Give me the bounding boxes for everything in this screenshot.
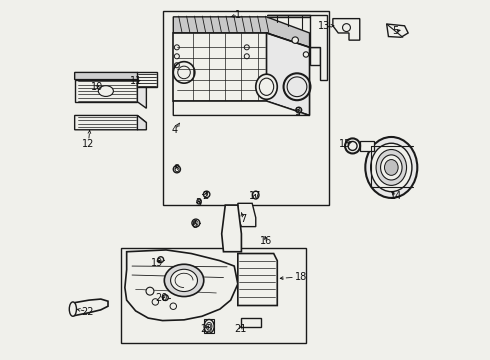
Ellipse shape [371,143,412,192]
Polygon shape [310,47,320,65]
Ellipse shape [152,299,159,305]
Polygon shape [137,116,147,130]
Text: 16: 16 [260,236,272,246]
Polygon shape [221,205,242,252]
Bar [163,12,329,205]
Polygon shape [267,15,327,80]
Polygon shape [74,299,108,316]
Ellipse shape [158,257,164,262]
Polygon shape [74,116,147,130]
Ellipse shape [376,149,407,185]
Ellipse shape [171,269,197,292]
Text: 7: 7 [240,215,246,224]
Polygon shape [137,72,157,87]
Ellipse shape [381,155,402,180]
Ellipse shape [69,302,76,316]
Ellipse shape [164,264,204,297]
Text: 9: 9 [294,107,300,117]
Ellipse shape [146,287,154,295]
Text: 6: 6 [192,220,198,230]
Text: 20: 20 [156,293,168,303]
Text: 5: 5 [392,26,399,36]
Polygon shape [173,33,267,101]
Ellipse shape [204,319,214,333]
Text: 4: 4 [172,125,178,135]
Polygon shape [333,19,360,40]
Text: 8: 8 [173,164,179,174]
Ellipse shape [203,191,210,198]
Ellipse shape [163,295,168,301]
Polygon shape [173,101,310,116]
Text: 13: 13 [318,21,330,31]
Ellipse shape [303,52,309,57]
Polygon shape [360,140,374,151]
Text: 14: 14 [390,191,402,201]
Polygon shape [238,253,277,306]
Polygon shape [137,80,147,108]
Text: 2: 2 [202,191,209,201]
Ellipse shape [170,303,176,310]
Text: 19: 19 [151,258,163,268]
Ellipse shape [348,141,357,150]
Polygon shape [74,80,137,102]
Polygon shape [238,203,256,226]
Text: 21: 21 [235,324,247,334]
Polygon shape [267,33,310,116]
Ellipse shape [343,24,350,32]
Ellipse shape [296,107,302,113]
Text: 15: 15 [339,139,351,149]
Polygon shape [242,318,261,327]
Text: 18: 18 [294,272,307,282]
Ellipse shape [197,199,201,204]
Text: 3: 3 [196,198,201,208]
Text: 23: 23 [200,324,213,334]
Ellipse shape [345,138,360,153]
Ellipse shape [252,191,259,199]
Polygon shape [125,250,238,320]
Ellipse shape [292,37,298,43]
Text: 12: 12 [82,139,95,149]
Text: 11: 11 [129,76,142,86]
Ellipse shape [192,219,200,227]
Ellipse shape [366,137,417,198]
Text: 10: 10 [91,82,103,92]
Polygon shape [387,24,408,37]
Ellipse shape [206,322,212,330]
Bar [204,319,214,333]
Ellipse shape [385,159,398,175]
Ellipse shape [173,166,180,173]
Text: 1: 1 [235,10,241,20]
Text: 22: 22 [82,307,94,316]
Text: 17: 17 [248,191,261,201]
Ellipse shape [256,74,277,99]
Polygon shape [74,72,147,86]
Polygon shape [173,17,310,47]
Ellipse shape [98,86,113,96]
Bar [122,248,306,343]
